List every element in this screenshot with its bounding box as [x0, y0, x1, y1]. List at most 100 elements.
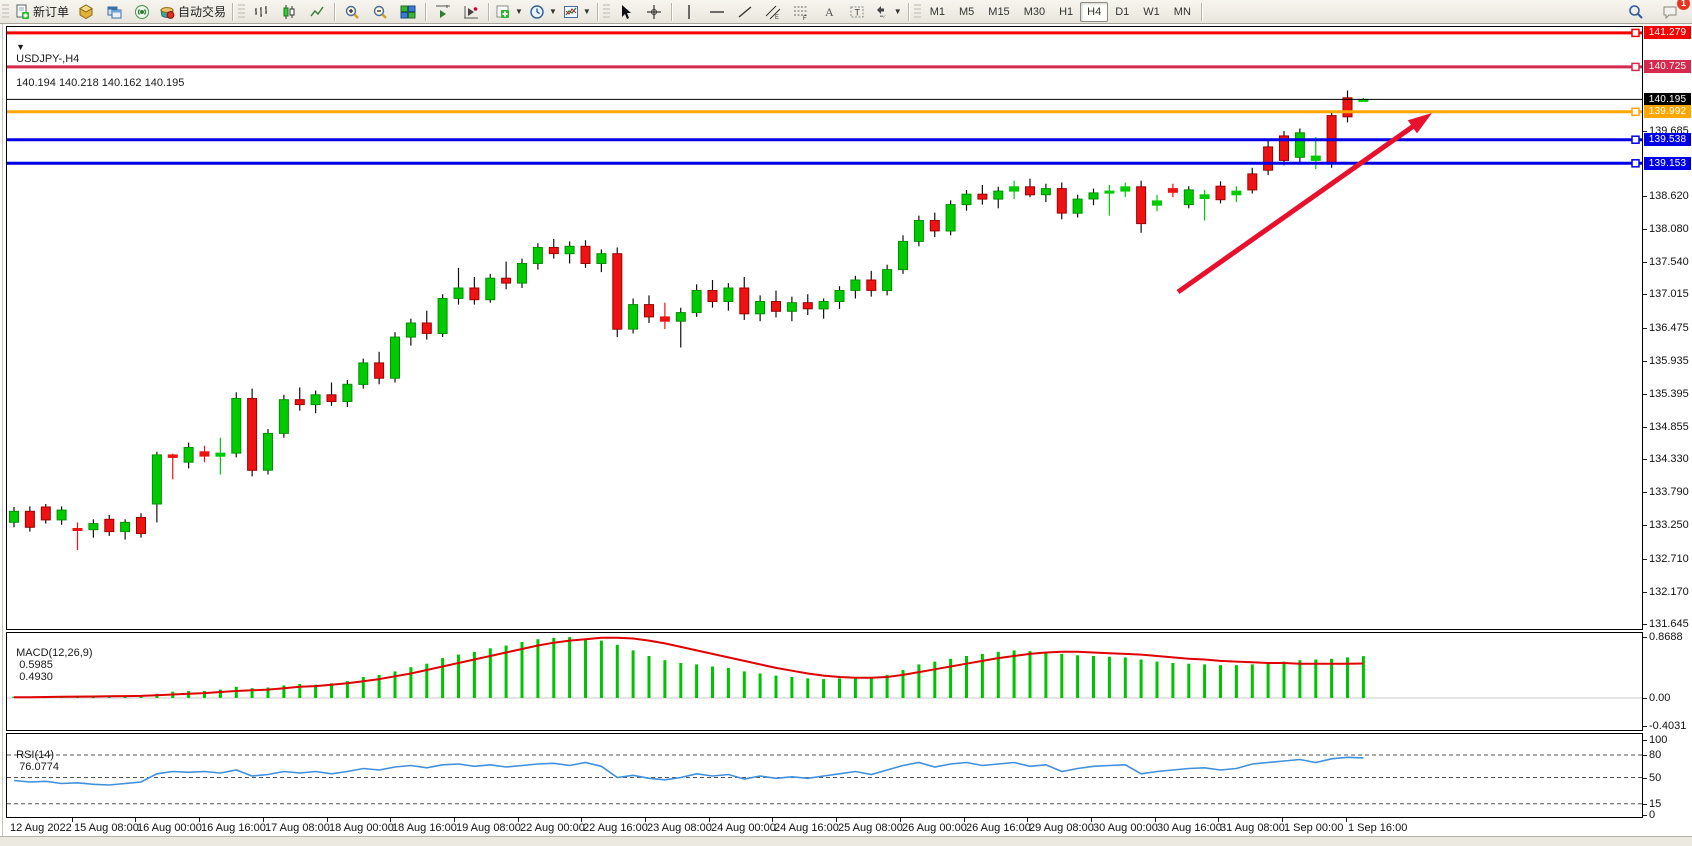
- templates-button[interactable]: ▼: [560, 1, 594, 23]
- price-panel[interactable]: [6, 26, 1643, 630]
- time-label: 30 Aug 00:00: [1093, 822, 1158, 834]
- bar-chart-button[interactable]: [247, 1, 275, 23]
- time-tick: [900, 818, 901, 822]
- dropdown-arrow-icon: ▼: [515, 7, 523, 16]
- timeframe-button-M15[interactable]: M15: [988, 5, 1010, 18]
- price-tick-label: 134.330: [1649, 453, 1689, 465]
- timeframe-button-MN[interactable]: MN: [1173, 5, 1191, 18]
- time-label: 16 Aug 16:00: [201, 822, 266, 834]
- macd-tick-label: -0.4031: [1649, 720, 1687, 732]
- price-tick-label: 135.395: [1649, 388, 1689, 400]
- toolbar-separator: [334, 2, 336, 21]
- toolbar: 新订单 自动交易: [0, 0, 1692, 24]
- rsi-tick-label: 80: [1649, 749, 1662, 761]
- auto-scroll-button[interactable]: [457, 1, 485, 23]
- candlestick-button[interactable]: [275, 1, 303, 23]
- indicators-button[interactable]: ▼: [492, 1, 526, 23]
- charts-button[interactable]: [100, 1, 128, 23]
- price-tick-label: 132.710: [1649, 553, 1689, 565]
- macd-tick-label: 0.8688: [1649, 631, 1683, 643]
- arrows-button[interactable]: ▼: [871, 1, 905, 23]
- axis-tick: [1643, 196, 1647, 197]
- axis-tick: [1643, 624, 1647, 625]
- svg-text:A: A: [825, 5, 834, 19]
- time-label: 25 Aug 08:00: [838, 822, 903, 834]
- text-label-button[interactable]: T: [843, 1, 871, 23]
- signals-icon: [135, 4, 150, 19]
- time-tick: [1027, 818, 1028, 822]
- timeframe-button-D1[interactable]: D1: [1115, 5, 1130, 18]
- tile-windows-button[interactable]: [394, 1, 422, 23]
- axis-tick: [1643, 361, 1647, 362]
- svg-text:F: F: [803, 16, 807, 20]
- axis-tick: [1643, 804, 1647, 805]
- crosshair-button[interactable]: [640, 1, 668, 23]
- axis-tick: [1643, 525, 1647, 526]
- horizontal-line-button[interactable]: [703, 1, 731, 23]
- bar-chart-icon: [255, 5, 268, 17]
- timeframe-button-H1[interactable]: H1: [1059, 5, 1074, 18]
- toolbar-separator: [907, 2, 909, 21]
- price-tick-label: 137.540: [1649, 256, 1689, 268]
- axis-tick: [1643, 698, 1647, 699]
- price-badge: 139.992: [1644, 105, 1691, 118]
- timeframe-button-H4[interactable]: H4: [1080, 1, 1109, 22]
- price-tick-label: 138.620: [1649, 190, 1689, 202]
- text-button[interactable]: A: [815, 1, 843, 23]
- channel-icon: E: [765, 5, 781, 20]
- time-tick: [390, 818, 391, 822]
- time-axis[interactable]: [6, 818, 1643, 836]
- rsi-tick-label: 100: [1649, 734, 1668, 746]
- market-watch-button[interactable]: [72, 1, 100, 23]
- channel-button[interactable]: E: [759, 1, 787, 23]
- fibonacci-button[interactable]: F: [787, 1, 815, 23]
- price-tick-label: 133.250: [1649, 519, 1689, 531]
- timeframe-button-M5[interactable]: M5: [959, 5, 975, 18]
- macd-panel[interactable]: [6, 632, 1643, 731]
- price-badge: 139.538: [1644, 133, 1691, 146]
- macd-signal-value: 0.4930: [19, 671, 53, 683]
- charts-icon: [107, 6, 122, 18]
- timeframe-button-M30[interactable]: M30: [1023, 5, 1046, 18]
- trendline-icon: [738, 5, 752, 18]
- price-tick-label: 131.645: [1649, 618, 1689, 630]
- price-tick-label: 134.855: [1649, 421, 1689, 433]
- market-watch-icon: [79, 3, 94, 19]
- toolbar-separator: [232, 2, 234, 21]
- price-badge: 140.725: [1644, 60, 1691, 73]
- vertical-line-button[interactable]: [675, 1, 703, 23]
- zoom-out-button[interactable]: [366, 1, 394, 23]
- price-tick-label: 136.475: [1649, 322, 1689, 334]
- timeframe-button-W1[interactable]: W1: [1143, 5, 1160, 18]
- time-tick: [72, 818, 73, 822]
- price-tick-label: 135.935: [1649, 355, 1689, 367]
- new-order-button[interactable]: 新订单: [11, 1, 72, 23]
- zoom-in-button[interactable]: [338, 1, 366, 23]
- axis-tick: [1643, 492, 1647, 493]
- price-badge: 141.279: [1644, 26, 1691, 39]
- periods-button[interactable]: ▼: [526, 1, 560, 23]
- chart-shift-button[interactable]: [429, 1, 457, 23]
- axis-tick: [1643, 726, 1647, 727]
- auto-trading-button[interactable]: 自动交易: [156, 1, 229, 23]
- search-button[interactable]: [1622, 1, 1650, 23]
- rsi-panel[interactable]: [6, 733, 1643, 818]
- line-chart-button[interactable]: [303, 1, 331, 23]
- timeframe-button-M1[interactable]: M1: [929, 5, 945, 18]
- time-tick: [1091, 818, 1092, 822]
- cursor-button[interactable]: [612, 1, 640, 23]
- axis-tick: [1643, 427, 1647, 428]
- toolbar-grip: [238, 3, 246, 20]
- notifications-button[interactable]: 1: [1656, 0, 1690, 23]
- time-label: 31 Aug 08:00: [1220, 822, 1285, 834]
- time-label: 18 Aug 00:00: [329, 822, 394, 834]
- periods-clock-icon: [530, 4, 544, 19]
- trendline-button[interactable]: [731, 1, 759, 23]
- axis-tick: [1643, 778, 1647, 779]
- time-tick: [263, 818, 264, 822]
- window-menu-icon[interactable]: ▼: [16, 42, 28, 52]
- notification-badge: 1: [1677, 0, 1690, 10]
- time-label: 30 Aug 16:00: [1157, 822, 1222, 834]
- signals-button[interactable]: [128, 1, 156, 23]
- indicators-icon: [496, 5, 510, 18]
